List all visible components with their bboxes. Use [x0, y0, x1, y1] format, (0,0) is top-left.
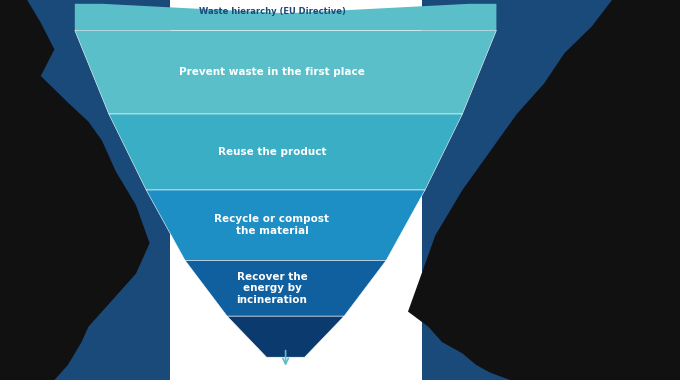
Text: Label industry
application: Label industry application: [517, 2, 585, 21]
Polygon shape: [0, 0, 150, 380]
Text: Waste hierarchy (EU Directive): Waste hierarchy (EU Directive): [199, 7, 345, 16]
Polygon shape: [185, 260, 386, 316]
Polygon shape: [0, 0, 170, 380]
Polygon shape: [109, 114, 462, 190]
Polygon shape: [227, 316, 344, 357]
Polygon shape: [408, 0, 680, 380]
Text: Recycle or compost
the material: Recycle or compost the material: [214, 214, 330, 236]
Polygon shape: [422, 0, 680, 380]
Polygon shape: [75, 30, 496, 114]
Text: Recover the
energy by
incineration: Recover the energy by incineration: [237, 272, 307, 305]
Text: Reuse the product: Reuse the product: [218, 147, 326, 157]
Polygon shape: [75, 4, 496, 30]
Text: Prevent waste in the first place: Prevent waste in the first place: [179, 67, 365, 77]
Polygon shape: [146, 190, 425, 260]
